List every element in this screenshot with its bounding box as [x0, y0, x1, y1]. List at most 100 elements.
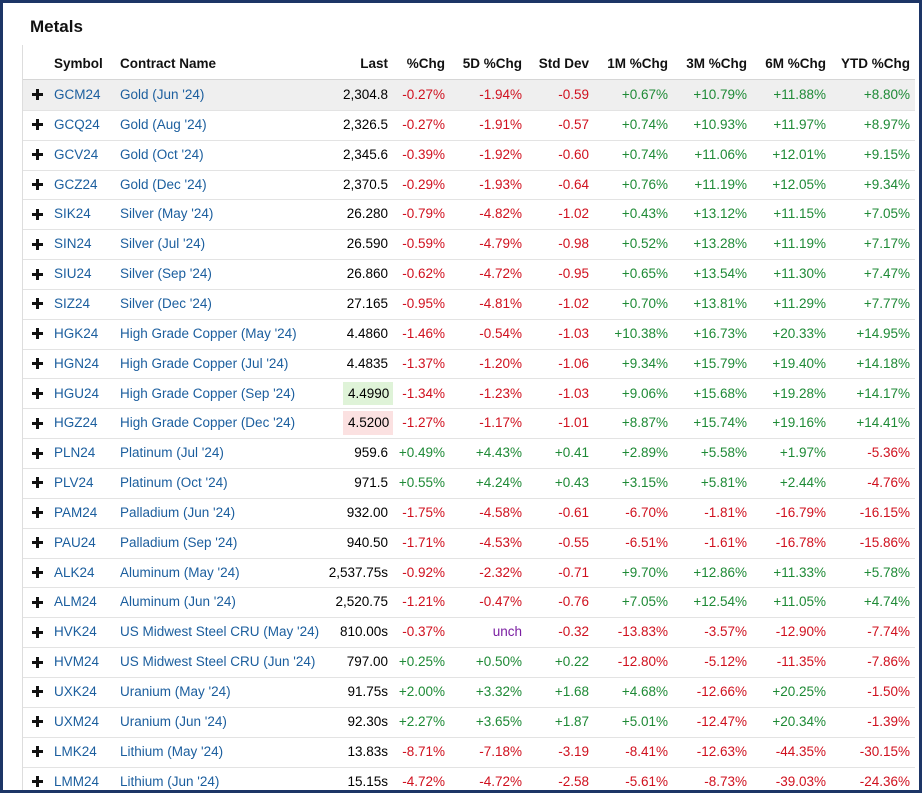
- column-header[interactable]: Contract Name: [120, 56, 217, 71]
- expand-icon[interactable]: [32, 656, 43, 668]
- column-header[interactable]: YTD %Chg: [841, 56, 910, 71]
- contract-name[interactable]: Silver (Sep '24): [120, 266, 212, 282]
- column-header[interactable]: 3M %Chg: [686, 56, 747, 71]
- symbol-link[interactable]: GCV24: [54, 146, 99, 162]
- quote-cell: -7.86%: [867, 654, 910, 670]
- quote-row: PLV24 Platinum (Oct '24) 971.5 +0.55% +4.24%…: [23, 468, 915, 499]
- contract-name[interactable]: High Grade Copper (Jul '24): [120, 355, 289, 371]
- contract-name[interactable]: US Midwest Steel CRU (Jun '24): [120, 654, 316, 670]
- expand-icon[interactable]: [32, 686, 43, 698]
- symbol-link[interactable]: HGN24: [54, 355, 100, 371]
- expand-icon[interactable]: [32, 208, 43, 220]
- quote-row: GCQ24 Gold (Aug '24) 2,326.5 -0.27% -1.91% -0…: [23, 110, 915, 141]
- contract-name[interactable]: Platinum (Jul '24): [120, 445, 224, 461]
- contract-name[interactable]: Aluminum (May '24): [120, 564, 240, 580]
- column-header[interactable]: 5D %Chg: [462, 56, 522, 71]
- expand-icon[interactable]: [32, 238, 43, 250]
- symbol-link[interactable]: ALK24: [54, 564, 95, 580]
- quote-cell: 26.280: [346, 206, 388, 222]
- quote-cell: +8.97%: [863, 116, 910, 132]
- contract-name[interactable]: High Grade Copper (Dec '24): [120, 415, 296, 431]
- quote-cell: -12.66%: [696, 684, 747, 699]
- symbol-link[interactable]: HGU24: [54, 385, 100, 401]
- quote-cell: -0.57: [558, 116, 589, 132]
- expand-icon[interactable]: [32, 447, 43, 459]
- contract-name[interactable]: Gold (Dec '24): [120, 176, 207, 192]
- expand-icon[interactable]: [32, 328, 43, 340]
- symbol-link[interactable]: PAM24: [54, 504, 98, 520]
- expand-icon[interactable]: [32, 626, 43, 638]
- expand-icon[interactable]: [32, 89, 43, 101]
- symbol-link[interactable]: HVM24: [54, 654, 100, 670]
- expand-icon[interactable]: [32, 268, 43, 280]
- quote-row: HGZ24 High Grade Copper (Dec '24) 4.5200 -1…: [23, 408, 915, 440]
- quote-cell: -0.76: [558, 594, 589, 610]
- contract-name[interactable]: Silver (Dec '24): [120, 295, 212, 311]
- expand-icon[interactable]: [32, 417, 43, 429]
- quote-cell: -0.47%: [479, 594, 522, 610]
- contract-name[interactable]: Gold (Jun '24): [120, 87, 205, 102]
- contract-name[interactable]: Aluminum (Jun '24): [120, 594, 236, 610]
- column-header[interactable]: Symbol: [54, 56, 103, 71]
- symbol-link[interactable]: UXM24: [54, 713, 100, 729]
- symbol-link[interactable]: SIN24: [54, 236, 92, 252]
- quote-cell: -0.55: [558, 534, 589, 550]
- expand-icon[interactable]: [32, 387, 43, 399]
- column-header[interactable]: Last: [360, 56, 388, 71]
- expand-icon[interactable]: [32, 775, 43, 787]
- expand-icon[interactable]: [32, 178, 43, 190]
- symbol-link[interactable]: LMM24: [54, 773, 100, 789]
- contract-name[interactable]: Uranium (Jun '24): [120, 713, 227, 729]
- expand-icon[interactable]: [32, 477, 43, 489]
- symbol-link[interactable]: GCZ24: [54, 176, 98, 192]
- contract-name[interactable]: Lithium (Jun '24): [120, 773, 220, 789]
- symbol-link[interactable]: PLV24: [54, 475, 94, 491]
- quote-cell: -8.73%: [704, 773, 747, 789]
- quote-cell: +20.34%: [772, 713, 826, 729]
- column-header[interactable]: 6M %Chg: [765, 56, 826, 71]
- expand-icon[interactable]: [32, 596, 43, 608]
- symbol-link[interactable]: PAU24: [54, 534, 96, 550]
- symbol-link[interactable]: GCM24: [54, 87, 101, 102]
- symbol-link[interactable]: HGZ24: [54, 415, 98, 431]
- quote-cell: 15.15s: [347, 773, 388, 789]
- contract-name[interactable]: Platinum (Oct '24): [120, 475, 228, 491]
- column-header[interactable]: %Chg: [406, 56, 445, 71]
- contract-name[interactable]: Gold (Aug '24): [120, 116, 207, 132]
- contract-name[interactable]: High Grade Copper (May '24): [120, 325, 297, 341]
- expand-icon[interactable]: [32, 119, 43, 131]
- quote-cell: -4.82%: [479, 206, 522, 222]
- contract-name[interactable]: Gold (Oct '24): [120, 146, 204, 162]
- contract-name[interactable]: Palladium (Sep '24): [120, 534, 238, 550]
- expand-icon[interactable]: [32, 507, 43, 519]
- expand-icon[interactable]: [32, 716, 43, 728]
- expand-icon[interactable]: [32, 298, 43, 310]
- column-header[interactable]: Std Dev: [538, 56, 589, 71]
- expand-icon[interactable]: [32, 746, 43, 758]
- expand-icon[interactable]: [32, 567, 43, 579]
- symbol-link[interactable]: PLN24: [54, 445, 96, 461]
- expand-icon[interactable]: [32, 149, 43, 161]
- contract-name[interactable]: Lithium (May '24): [120, 743, 224, 759]
- symbol-link[interactable]: LMK24: [54, 743, 97, 759]
- expand-icon[interactable]: [32, 537, 43, 549]
- column-header[interactable]: 1M %Chg: [607, 56, 668, 71]
- symbol-link[interactable]: SIK24: [54, 206, 91, 222]
- symbol-link[interactable]: ALM24: [54, 594, 97, 610]
- symbol-link[interactable]: SIZ24: [54, 295, 91, 311]
- quote-row: SIK24 Silver (May '24) 26.280 -0.79% -4.82% -…: [23, 199, 915, 231]
- symbol-link[interactable]: HVK24: [54, 624, 97, 640]
- symbol-link[interactable]: SIU24: [54, 266, 92, 282]
- contract-name[interactable]: Palladium (Jun '24): [120, 504, 236, 520]
- quote-cell: 4.4990: [343, 381, 393, 406]
- contract-name[interactable]: High Grade Copper (Sep '24): [120, 385, 296, 401]
- contract-name[interactable]: Uranium (May '24): [120, 684, 231, 699]
- expand-icon[interactable]: [32, 358, 43, 370]
- contract-name[interactable]: Silver (May '24): [120, 206, 214, 222]
- symbol-link[interactable]: UXK24: [54, 684, 97, 699]
- quote-cell: 940.50: [346, 534, 388, 550]
- contract-name[interactable]: US Midwest Steel CRU (May '24): [120, 624, 320, 640]
- symbol-link[interactable]: GCQ24: [54, 116, 100, 132]
- symbol-link[interactable]: HGK24: [54, 325, 99, 341]
- contract-name[interactable]: Silver (Jul '24): [120, 236, 206, 252]
